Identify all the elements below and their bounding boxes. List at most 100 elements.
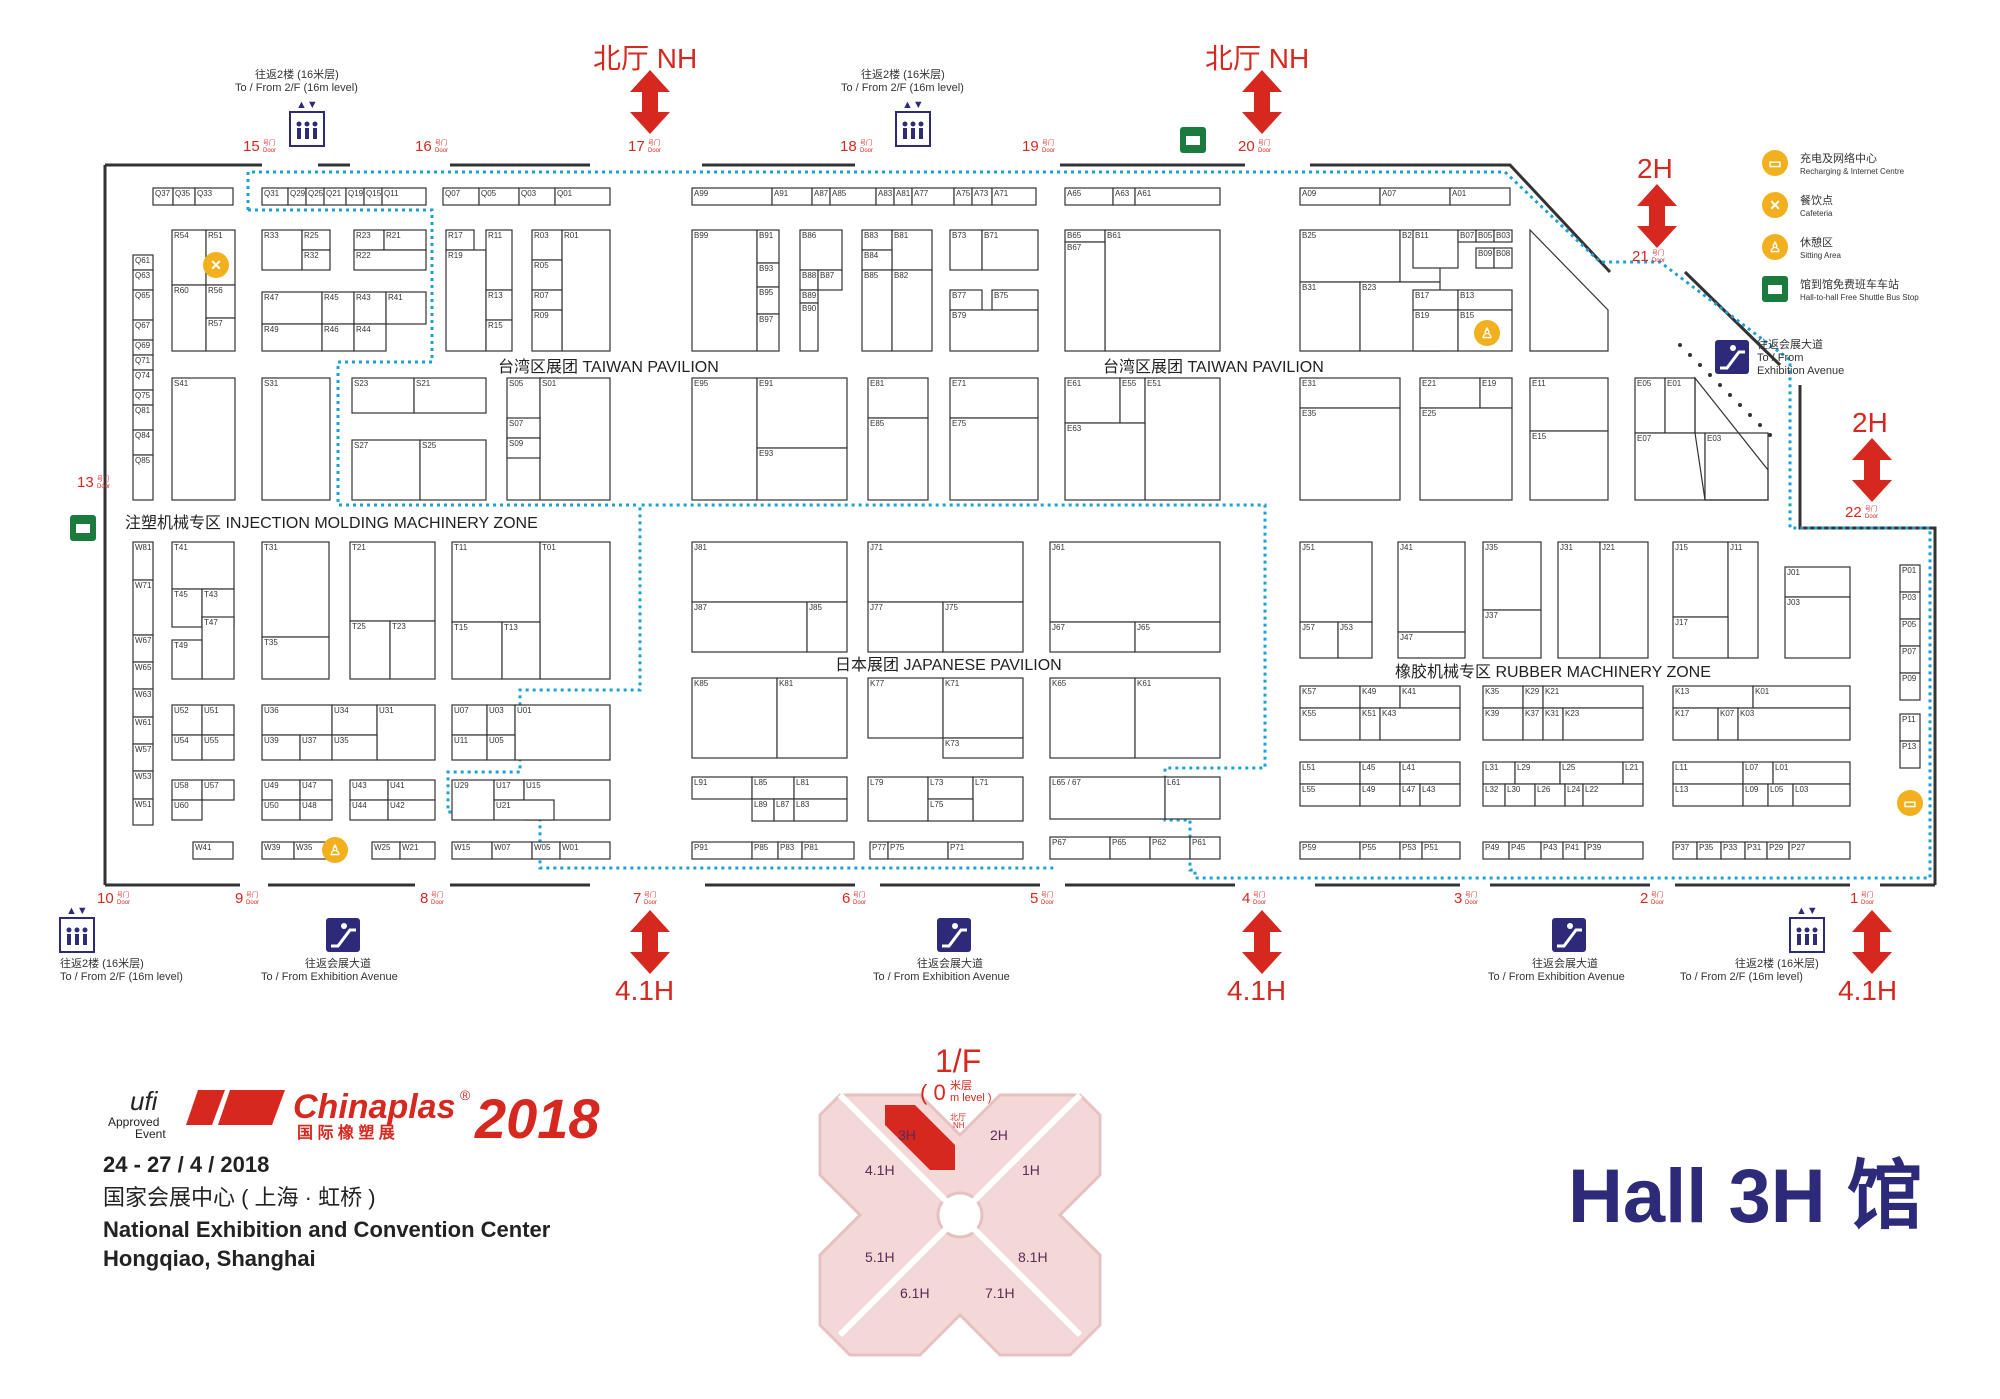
booth-Q65[interactable]: Q65 bbox=[132, 289, 154, 321]
booth-U39[interactable]: U39 bbox=[261, 734, 301, 761]
booth-R15[interactable]: R15 bbox=[485, 319, 513, 352]
booth-U21[interactable]: U21 bbox=[493, 799, 555, 821]
booth-J41[interactable]: J41 bbox=[1397, 541, 1466, 633]
booth-T47[interactable]: T47 bbox=[201, 616, 235, 680]
booth-B75[interactable]: B75 bbox=[991, 289, 1039, 311]
booth-L85[interactable]: L85 bbox=[751, 776, 795, 800]
booth-L73[interactable]: L73 bbox=[927, 776, 974, 800]
booth-K57[interactable]: K57 bbox=[1299, 685, 1361, 709]
booth-Q71[interactable]: Q71 bbox=[132, 354, 154, 371]
booth-U29[interactable]: U29 bbox=[451, 779, 495, 821]
booth-W53[interactable]: W53 bbox=[132, 770, 154, 800]
booth-L05[interactable]: L05 bbox=[1767, 783, 1794, 807]
booth-P75[interactable]: P75 bbox=[887, 841, 949, 860]
booth-E75[interactable]: E75 bbox=[949, 417, 1039, 501]
booth-W07[interactable]: W07 bbox=[491, 841, 533, 860]
booth-U34[interactable]: U34 bbox=[331, 704, 378, 736]
booth-K73[interactable]: K73 bbox=[942, 737, 1024, 759]
booth-L61[interactable]: L61 bbox=[1164, 776, 1221, 820]
booth-P33[interactable]: P33 bbox=[1720, 841, 1746, 860]
booth-E11[interactable]: E11 bbox=[1529, 377, 1609, 432]
booth-P49[interactable]: P49 bbox=[1482, 841, 1510, 860]
booth-L21[interactable]: L21 bbox=[1622, 761, 1644, 785]
booth-E25[interactable]: E25 bbox=[1419, 407, 1513, 501]
booth-J15[interactable]: J15 bbox=[1672, 541, 1729, 618]
booth-Q63[interactable]: Q63 bbox=[132, 269, 154, 291]
booth-A85[interactable]: A85 bbox=[829, 187, 877, 206]
booth-B11[interactable]: B11 bbox=[1412, 229, 1459, 269]
booth-K43[interactable]: K43 bbox=[1379, 707, 1461, 741]
booth-J01[interactable]: J01 bbox=[1784, 566, 1851, 598]
booth-A99[interactable]: A99 bbox=[691, 187, 773, 206]
booth-J37[interactable]: J37 bbox=[1482, 609, 1542, 659]
booth-K55[interactable]: K55 bbox=[1299, 707, 1361, 741]
booth-S21[interactable]: S21 bbox=[413, 377, 487, 414]
booth-R47[interactable]: R47 bbox=[261, 291, 323, 325]
booth-P67[interactable]: P67 bbox=[1049, 836, 1111, 860]
booth-U44[interactable]: U44 bbox=[349, 799, 389, 821]
booth-L41[interactable]: L41 bbox=[1399, 761, 1461, 785]
booth-E19[interactable]: E19 bbox=[1479, 377, 1513, 409]
booth-Q25[interactable]: Q25 bbox=[305, 187, 325, 206]
booth-B07[interactable]: B07 bbox=[1457, 229, 1477, 243]
booth-Q81[interactable]: Q81 bbox=[132, 404, 154, 431]
booth-Q29[interactable]: Q29 bbox=[287, 187, 307, 206]
booth-W51[interactable]: W51 bbox=[132, 798, 154, 826]
booth-E05[interactable]: E05 bbox=[1634, 377, 1666, 434]
booth-J51[interactable]: J51 bbox=[1299, 541, 1373, 623]
booth-U07[interactable]: U07 bbox=[451, 704, 488, 736]
booth-J31[interactable]: J31 bbox=[1557, 541, 1601, 659]
booth-R19[interactable]: R19 bbox=[445, 249, 487, 352]
booth-U48[interactable]: U48 bbox=[299, 799, 333, 821]
booth-A75[interactable]: A75 bbox=[953, 187, 973, 206]
booth-E91[interactable]: E91 bbox=[756, 377, 848, 449]
booth-A07[interactable]: A07 bbox=[1379, 187, 1451, 206]
booth-B65[interactable]: B65 bbox=[1064, 229, 1106, 243]
booth-B84[interactable]: B84 bbox=[861, 249, 893, 271]
booth-A91[interactable]: A91 bbox=[771, 187, 813, 206]
booth-L31[interactable]: L31 bbox=[1482, 761, 1516, 785]
booth-L13[interactable]: L13 bbox=[1672, 783, 1744, 807]
booth-B09[interactable]: B09 bbox=[1475, 247, 1495, 269]
booth-U17[interactable]: U17 bbox=[493, 779, 525, 801]
booth-R07[interactable]: R07 bbox=[531, 289, 563, 311]
booth-B90[interactable]: B90 bbox=[799, 302, 819, 352]
booth-B77[interactable]: B77 bbox=[949, 289, 983, 311]
booth-B17[interactable]: B17 bbox=[1412, 289, 1459, 311]
booth-E61[interactable]: E61 bbox=[1064, 377, 1121, 424]
booth-L30[interactable]: L30 bbox=[1504, 783, 1536, 807]
booth-L49[interactable]: L49 bbox=[1359, 783, 1401, 807]
booth-L25[interactable]: L25 bbox=[1559, 761, 1624, 785]
booth-R05[interactable]: R05 bbox=[531, 259, 563, 291]
booth-T13[interactable]: T13 bbox=[501, 621, 541, 680]
booth-E71[interactable]: E71 bbox=[949, 377, 1039, 419]
booth-U60[interactable]: U60 bbox=[171, 799, 203, 821]
booth-U47[interactable]: U47 bbox=[299, 779, 333, 801]
booth-R60[interactable]: R60 bbox=[171, 284, 207, 352]
booth-E07[interactable]: E07 bbox=[1634, 432, 1706, 501]
booth-B79[interactable]: B79 bbox=[949, 309, 1039, 352]
booth-P31[interactable]: P31 bbox=[1744, 841, 1768, 860]
booth-A61[interactable]: A61 bbox=[1134, 187, 1221, 206]
booth-K17[interactable]: K17 bbox=[1672, 707, 1719, 741]
booth-Q67[interactable]: Q67 bbox=[132, 319, 154, 341]
booth-Q11[interactable]: Q11 bbox=[381, 187, 427, 206]
booth-P29[interactable]: P29 bbox=[1766, 841, 1790, 860]
booth-S09[interactable]: S09 bbox=[506, 437, 541, 459]
booth-W57[interactable]: W57 bbox=[132, 743, 154, 772]
booth-R56[interactable]: R56 bbox=[205, 284, 236, 319]
booth-S25[interactable]: S25 bbox=[419, 439, 487, 501]
booth-E95[interactable]: E95 bbox=[691, 377, 758, 501]
booth-U01[interactable]: U01 bbox=[514, 704, 611, 761]
booth-R45[interactable]: R45 bbox=[321, 291, 355, 325]
booth-T21[interactable]: T21 bbox=[349, 541, 436, 622]
booth-K21[interactable]: K21 bbox=[1542, 685, 1644, 709]
booth-L83[interactable]: L83 bbox=[793, 798, 848, 822]
booth-J03[interactable]: J03 bbox=[1784, 596, 1851, 659]
booth-R54[interactable]: R54 bbox=[171, 229, 207, 286]
booth-A63[interactable]: A63 bbox=[1112, 187, 1136, 206]
booth-R17[interactable]: R17 bbox=[445, 229, 475, 251]
booth-E85[interactable]: E85 bbox=[867, 417, 929, 501]
booth-B93[interactable]: B93 bbox=[756, 262, 780, 288]
booth-J75[interactable]: J75 bbox=[942, 601, 1024, 653]
